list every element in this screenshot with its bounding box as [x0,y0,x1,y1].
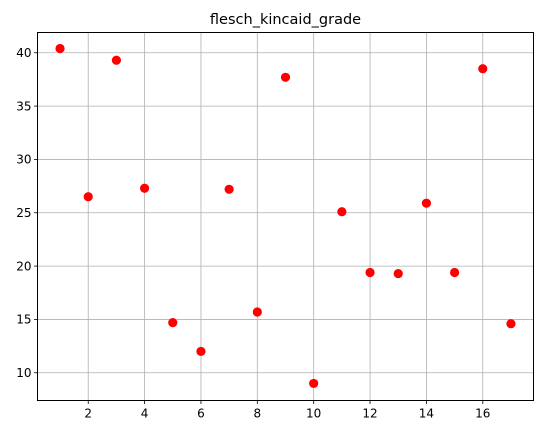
x-tick-label: 14 [419,407,434,421]
data-point [168,318,178,328]
plot-frame [37,32,534,401]
x-tick-label: 6 [197,407,205,421]
y-tick-label: 30 [16,153,31,167]
data-point [506,319,516,329]
y-tick-label: 20 [16,259,31,273]
y-tick-label: 40 [16,46,31,60]
data-point [111,55,122,65]
y-axis: 10 15 20 25 30 35 40 [16,46,38,380]
x-tick-label: 16 [475,407,490,421]
data-point [449,267,460,278]
y-tick-label: 15 [16,313,31,327]
data-points [55,43,516,389]
x-tick-label: 10 [306,407,321,421]
data-point [196,346,206,357]
data-point [478,64,488,74]
data-point [393,268,403,279]
data-point [365,267,375,278]
data-point [309,378,319,389]
data-point [337,207,347,217]
y-tick-label: 25 [16,206,31,220]
data-point [252,307,262,317]
x-axis: 2 4 6 8 10 12 14 16 [84,400,490,421]
x-tick-label: 2 [84,407,92,421]
x-tick-label: 8 [253,407,261,421]
x-tick-label: 12 [362,407,377,421]
chart-title: flesch_kincaid_grade [210,12,361,28]
data-point [139,183,150,193]
grid-lines [37,32,534,401]
data-point [224,184,234,194]
data-point [55,43,65,54]
y-tick-label: 35 [16,99,31,113]
data-point [421,198,432,208]
x-tick-label: 4 [141,407,149,421]
data-point [83,192,93,202]
y-tick-label: 10 [16,366,31,380]
data-point [280,72,291,82]
